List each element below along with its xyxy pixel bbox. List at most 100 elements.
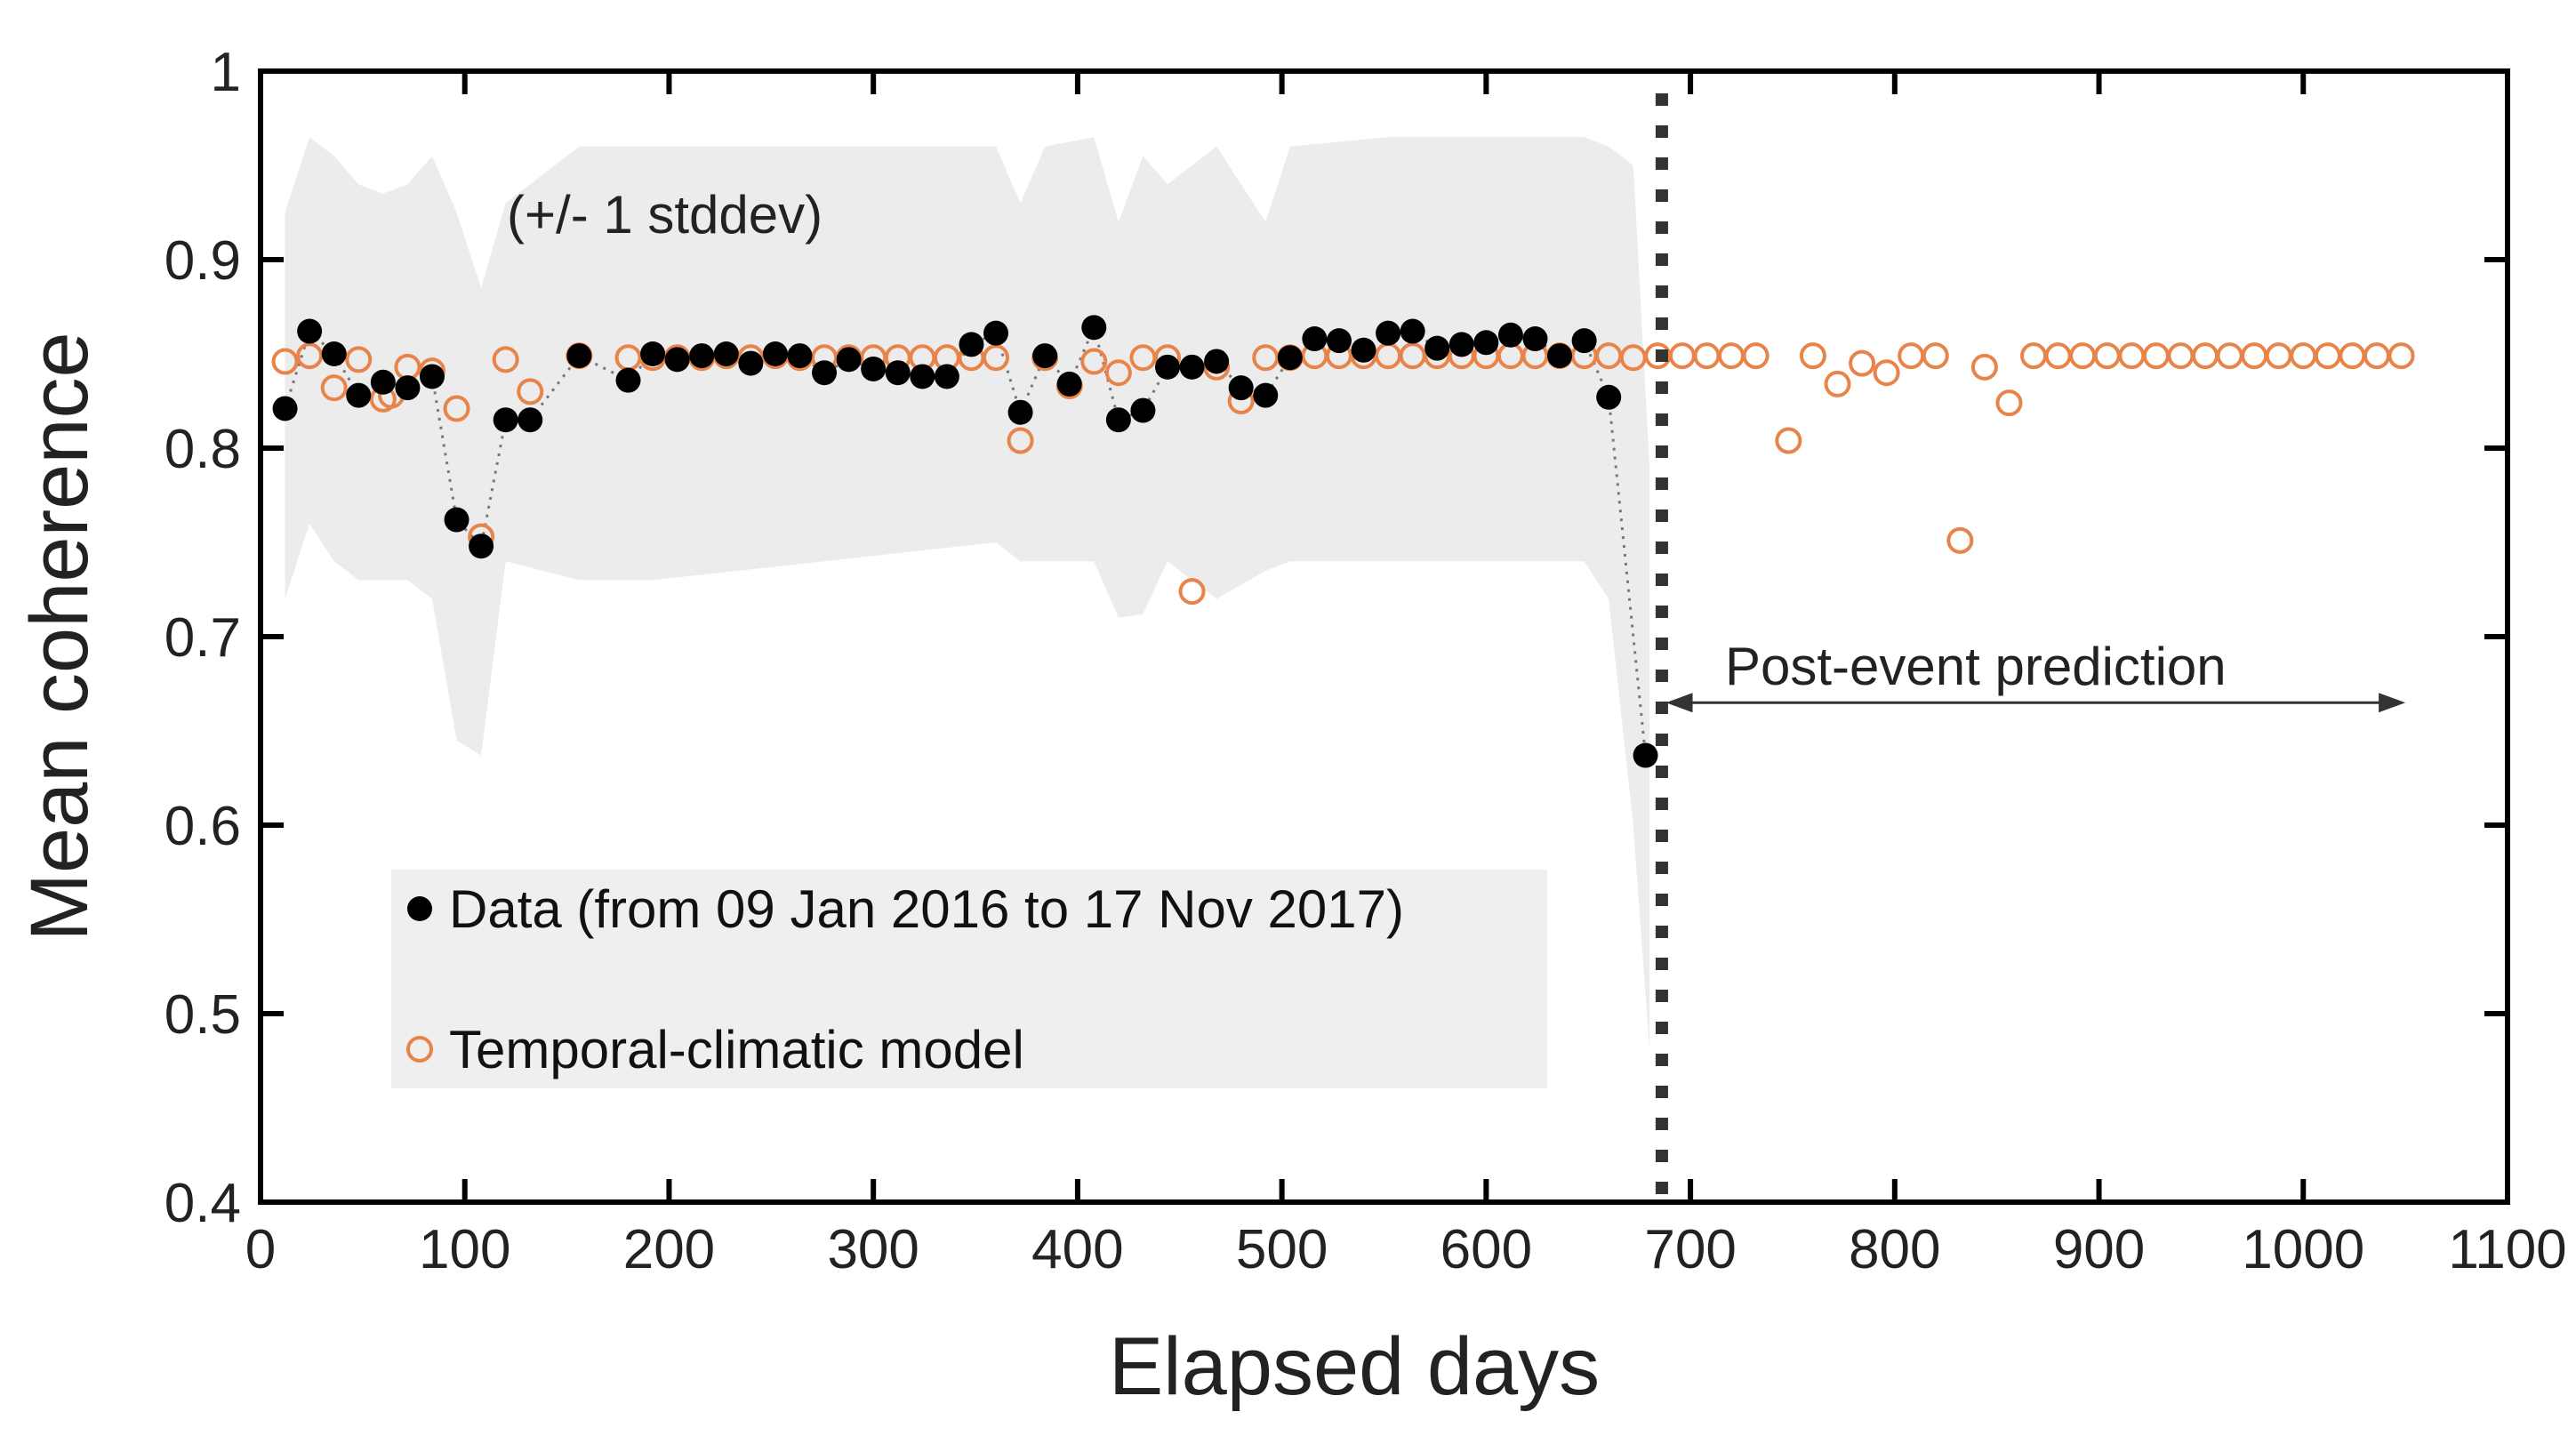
model-point <box>296 342 324 370</box>
data-point <box>1547 343 1573 369</box>
data-point <box>1596 384 1622 410</box>
x-tick-label: 300 <box>827 1219 919 1280</box>
model-point <box>1799 342 1826 370</box>
legend-background-layer <box>391 870 1547 1088</box>
tick-layer: 0 100 200 300 400 500 600 700 800 900 1000 1100 0.4 0… <box>165 42 2567 1280</box>
x-tick-label: 200 <box>623 1219 715 1280</box>
legend-data-label: Data (from 09 Jan 2016 to 17 Nov 2017) <box>449 879 1404 939</box>
x-tick-label: 800 <box>1849 1219 1940 1280</box>
y-tick-label: 0.7 <box>165 607 241 669</box>
data-point <box>395 375 421 401</box>
data-point <box>272 396 298 421</box>
data-point <box>836 347 862 373</box>
x-axis-title: Elapsed days <box>1109 1321 1600 1412</box>
data-point <box>1032 343 1058 369</box>
prediction-arrow-left-head <box>1665 693 1693 713</box>
model-point <box>2265 342 2292 370</box>
model-point <box>320 374 348 402</box>
data-point <box>1473 330 1499 356</box>
data-point <box>787 343 813 369</box>
model-point <box>2142 342 2170 370</box>
data-point <box>346 382 372 408</box>
y-tick-label: 0.8 <box>165 419 241 480</box>
model-point <box>443 395 470 422</box>
data-point <box>1056 371 1082 397</box>
data-point <box>1571 328 1597 354</box>
data-point <box>1154 354 1180 380</box>
data-point <box>297 318 323 344</box>
model-point <box>2339 342 2366 370</box>
data-point <box>934 364 959 389</box>
model-point <box>1007 427 1034 454</box>
model-point <box>2069 342 2097 370</box>
data-point <box>1326 328 1352 354</box>
x-tick-label: 400 <box>1031 1219 1123 1280</box>
data-point <box>1424 335 1450 361</box>
y-tick-label: 0.9 <box>165 230 241 292</box>
y-tick-label: 0.6 <box>165 796 241 857</box>
data-point <box>1448 332 1474 357</box>
model-point <box>1995 389 2023 417</box>
data-point <box>1007 399 1033 425</box>
data-point <box>1204 349 1230 374</box>
data-point <box>1228 375 1254 401</box>
model-point <box>1718 342 1745 370</box>
data-point <box>321 341 347 366</box>
data-point <box>1105 407 1131 433</box>
data-connector-layer <box>284 323 1648 756</box>
legend-data-marker <box>407 896 432 921</box>
data-point <box>1351 337 1376 363</box>
model-point <box>2290 342 2317 370</box>
data-point <box>1302 326 1328 352</box>
data-point <box>1081 315 1107 341</box>
data-point <box>640 341 666 366</box>
data-point <box>444 507 469 533</box>
x-tick-label: 700 <box>1644 1219 1736 1280</box>
data-point <box>1253 382 1279 408</box>
data-series-layer <box>272 315 1658 768</box>
model-point <box>1824 370 1851 397</box>
model-point <box>983 344 1010 372</box>
x-tick-label: 1000 <box>2242 1219 2364 1280</box>
y-tick-label: 1 <box>211 42 241 103</box>
x-tick-label: 500 <box>1236 1219 1328 1280</box>
model-point <box>1668 342 1696 370</box>
model-point <box>492 346 519 373</box>
model-point <box>2093 342 2121 370</box>
data-point <box>959 332 984 357</box>
model-point <box>345 346 373 373</box>
model-point <box>2044 342 2072 370</box>
model-point <box>1775 427 1802 454</box>
model-point <box>1693 342 1721 370</box>
model-point <box>271 348 299 375</box>
x-tick-label: 600 <box>1440 1219 1532 1280</box>
legend-model-label: Temporal-climatic model <box>449 1020 1024 1079</box>
data-point <box>1522 326 1548 352</box>
data-point <box>615 367 641 393</box>
model-point <box>2216 342 2243 370</box>
data-point <box>1633 742 1658 768</box>
data-point <box>762 341 788 366</box>
data-connector-line <box>284 323 1648 756</box>
data-point <box>1497 322 1523 348</box>
data-point <box>689 343 715 369</box>
data-point <box>518 407 543 433</box>
data-point <box>469 533 494 559</box>
y-axis-title: Mean coherence <box>14 332 105 941</box>
x-tick-label: 0 <box>245 1219 276 1280</box>
model-point <box>2387 342 2415 370</box>
data-point <box>812 360 838 386</box>
event-line-layer <box>1655 93 2406 1202</box>
legend-model-marker <box>406 1036 433 1063</box>
data-point <box>1277 345 1303 371</box>
data-point <box>861 356 887 381</box>
model-point <box>2118 342 2146 370</box>
model-point <box>1946 526 1974 554</box>
data-point <box>983 320 1009 346</box>
model-point <box>1970 353 1998 381</box>
model-point <box>2241 342 2268 370</box>
x-tick-label: 100 <box>419 1219 510 1280</box>
data-point <box>566 343 592 369</box>
model-point <box>1873 359 1900 387</box>
data-point <box>1179 354 1205 380</box>
